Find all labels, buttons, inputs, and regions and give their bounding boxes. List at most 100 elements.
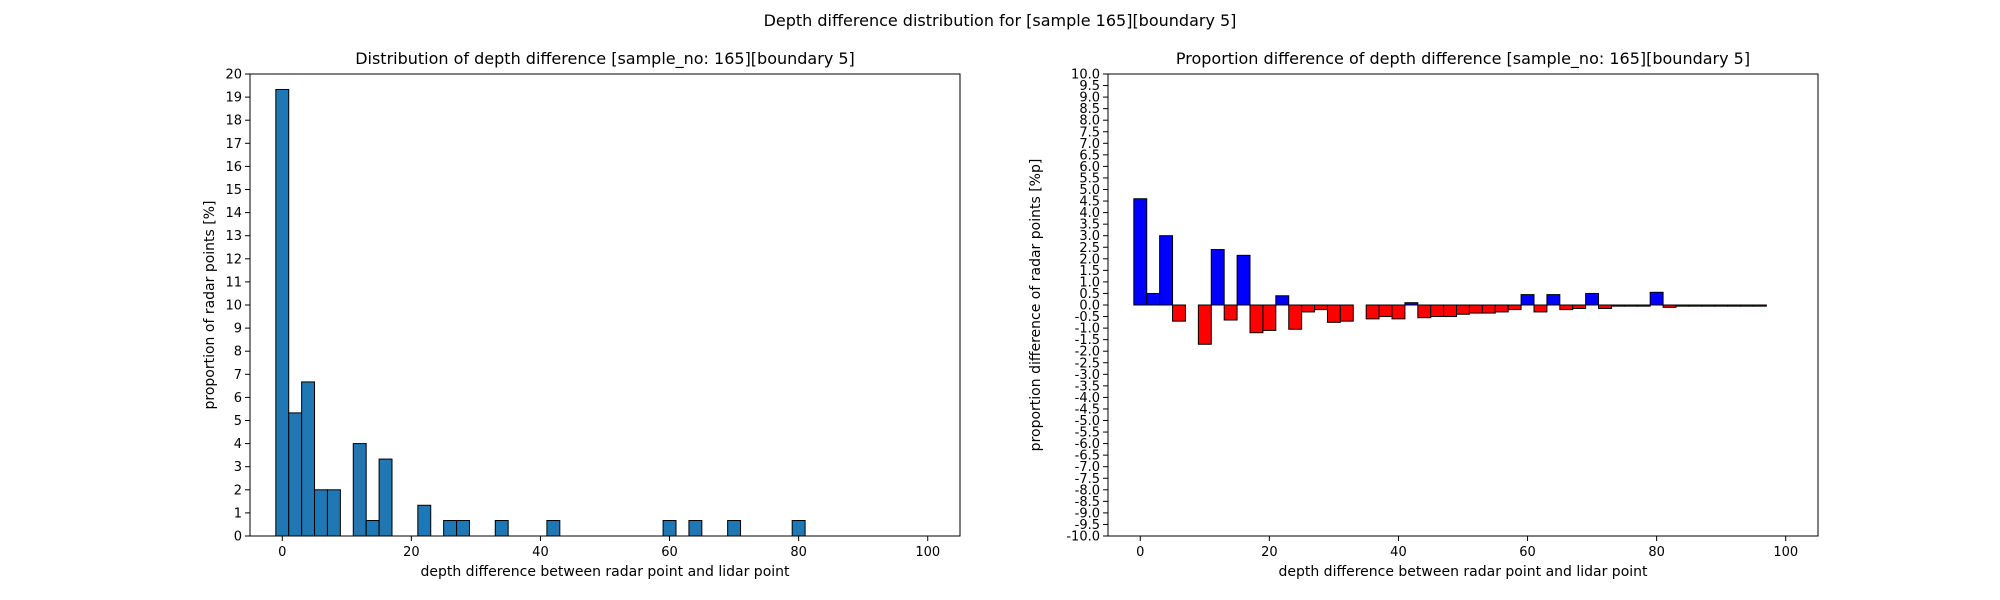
chart-left-grid-ticks: 0 20 40 60 80 1000123456789101112131415161718… [225, 68, 940, 561]
bar [1275, 295, 1290, 306]
y-tick-label: -9.0 [1075, 506, 1100, 521]
y-tick-label: 9.5 [1079, 79, 1100, 94]
bar [1223, 304, 1238, 321]
x-tick-label: 100 [915, 545, 940, 560]
y-tick-label: -0.5 [1075, 310, 1100, 325]
y-tick-label: -4.5 [1075, 402, 1100, 417]
y-tick-label: -6.5 [1075, 449, 1100, 464]
bar [1326, 304, 1341, 323]
chart-left-xlabel: depth difference between radar point and… [420, 564, 790, 580]
x-tick-label: 0 [278, 545, 286, 560]
bar [1585, 292, 1600, 306]
y-tick-label: -3.0 [1075, 368, 1100, 383]
bar [365, 520, 380, 537]
bar [1701, 304, 1716, 307]
bar [1314, 304, 1328, 311]
bar [791, 520, 806, 537]
x-tick-label: 80 [1648, 545, 1665, 560]
bar [1133, 198, 1148, 306]
y-tick-label: 1 [234, 506, 242, 521]
bar [314, 489, 328, 537]
y-tick-label: -5.5 [1075, 426, 1100, 441]
y-tick-label: 9 [234, 322, 242, 337]
bar [1172, 304, 1186, 322]
y-tick-label: 0.5 [1079, 287, 1100, 302]
y-tick-label: 7.5 [1079, 125, 1100, 140]
bar [1210, 249, 1225, 306]
y-tick-label: 4 [234, 437, 242, 452]
bar [546, 520, 561, 537]
y-tick-label: -6.0 [1075, 437, 1100, 452]
bar [1159, 235, 1174, 306]
bar [1391, 304, 1406, 320]
bar [288, 412, 303, 537]
chart-right-grid-ticks: 0 20 40 60 80 100 -10.0-9.5-9.0-8.5-8.0-7.5-7.… [1066, 68, 1798, 561]
y-tick-label: -10.0 [1066, 530, 1100, 545]
bar [1417, 304, 1432, 319]
y-tick-label: -2.5 [1075, 356, 1100, 371]
bar [1610, 304, 1625, 307]
bar [443, 520, 458, 537]
bar [275, 88, 290, 537]
y-tick-label: -1.5 [1075, 333, 1100, 348]
y-tick-label: 3 [234, 460, 242, 475]
y-tick-label: 5.0 [1079, 183, 1100, 198]
y-tick-label: -8.5 [1075, 495, 1100, 510]
bar [1598, 304, 1612, 309]
bar [662, 520, 677, 537]
y-tick-label: -9.5 [1075, 518, 1100, 533]
bar [494, 520, 509, 537]
bar [1714, 304, 1729, 307]
bar [1559, 304, 1574, 311]
bar [326, 489, 341, 537]
x-tick-label: 60 [1519, 545, 1536, 560]
y-tick-label: 2.5 [1079, 241, 1100, 256]
y-tick-label: 18 [225, 114, 242, 129]
y-tick-label: 10.0 [1071, 68, 1100, 83]
y-tick-label: 6.5 [1079, 148, 1100, 163]
bar [1752, 304, 1767, 307]
chart-right: Proportion difference of depth differenc… [1028, 49, 1819, 580]
chart-left-frame [249, 73, 961, 537]
bar [1572, 304, 1587, 309]
bar [1365, 304, 1380, 320]
chart-right-bars [1133, 198, 1767, 345]
y-tick-label: 4.0 [1079, 206, 1100, 221]
y-tick-label: 6.0 [1079, 160, 1100, 175]
x-tick-label: 40 [1390, 545, 1407, 560]
bar [1430, 304, 1445, 318]
y-tick-label: 14 [225, 206, 242, 221]
y-tick-label: 11 [225, 275, 242, 290]
y-tick-label: 0 [234, 530, 242, 545]
y-tick-label: 16 [225, 160, 242, 175]
x-tick-label: 60 [661, 545, 678, 560]
y-tick-label: 12 [225, 252, 242, 267]
y-tick-label: 5.5 [1079, 171, 1100, 186]
y-tick-label: -1.0 [1075, 322, 1100, 337]
y-tick-label: 8.0 [1079, 114, 1100, 129]
y-tick-label: 7.0 [1079, 137, 1100, 152]
bar [1546, 294, 1561, 306]
y-tick-label: 9.0 [1079, 91, 1100, 106]
bar [1533, 304, 1548, 313]
x-tick-label: 80 [790, 545, 807, 560]
y-tick-label: -8.0 [1075, 483, 1100, 498]
figure-title: Depth difference distribution for [sampl… [764, 11, 1237, 30]
bar [301, 381, 316, 537]
bar [1146, 292, 1161, 306]
y-tick-label: 2.0 [1079, 252, 1100, 267]
y-tick-label: -5.0 [1075, 414, 1100, 429]
y-tick-label: -7.0 [1075, 460, 1100, 475]
chart-left-bars [275, 88, 806, 537]
bar [1249, 304, 1264, 334]
bar [1727, 304, 1742, 307]
bar [1662, 304, 1677, 308]
y-tick-label: 17 [225, 137, 242, 152]
y-tick-label: 7 [234, 368, 242, 383]
bar [1623, 304, 1638, 307]
x-tick-label: 20 [403, 545, 420, 560]
bar [417, 504, 432, 537]
bar [352, 443, 367, 537]
bar [1520, 294, 1535, 306]
